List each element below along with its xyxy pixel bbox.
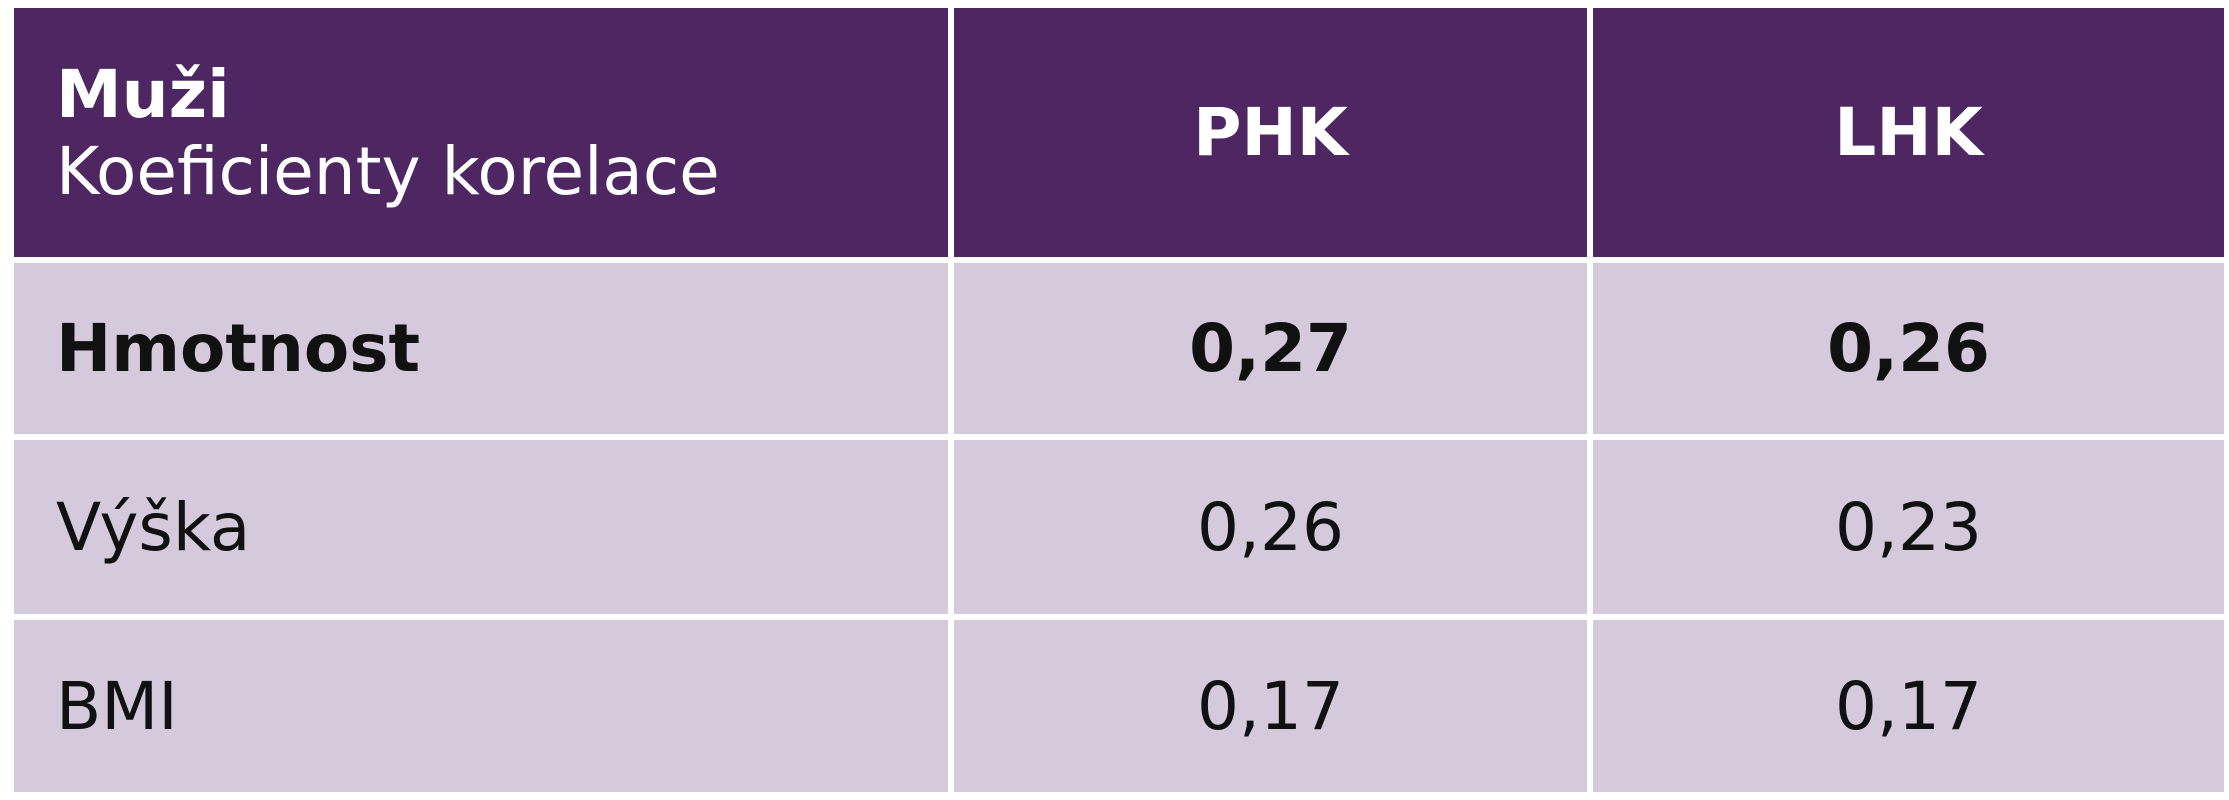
table-cell: 0,27 — [954, 263, 1587, 434]
row-label: Výška — [14, 440, 948, 614]
table-cell: 0,26 — [1593, 263, 2224, 434]
header-cell: Muži Koeficienty korelace — [14, 8, 948, 257]
table: Muži Koeficienty korelace PHK LHK Hmotnost… — [14, 8, 2224, 792]
table-cell: 0,17 — [1593, 620, 2224, 792]
column-header: PHK — [954, 8, 1587, 257]
row-label: Hmotnost — [14, 263, 948, 434]
row-label: BMI — [14, 620, 948, 792]
table-cell: 0,17 — [954, 620, 1587, 792]
header-subtitle: Koeficienty korelace — [56, 132, 720, 210]
column-header: LHK — [1593, 8, 2224, 257]
table-cell: 0,23 — [1593, 440, 2224, 614]
table-cell: 0,26 — [954, 440, 1587, 614]
header-title: Muži — [56, 55, 230, 133]
